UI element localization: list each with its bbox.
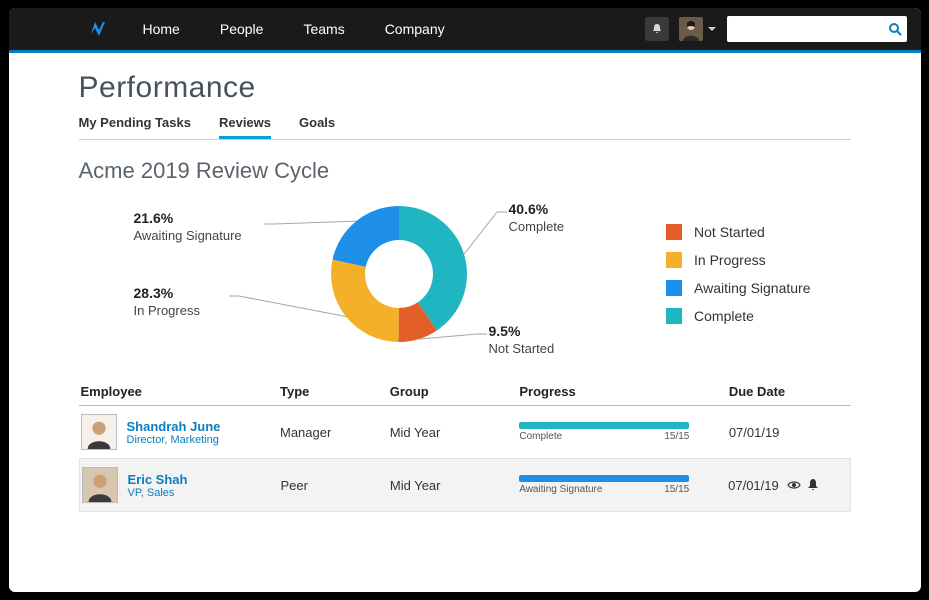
col-due: Due Date — [729, 384, 849, 399]
app-logo-icon[interactable] — [89, 20, 107, 38]
table-row[interactable]: Eric ShahVP, Sales PeerMid YearAwaiting S… — [79, 458, 851, 512]
cell-group: Mid Year — [390, 478, 519, 493]
cell-due: 07/01/19 — [729, 425, 849, 440]
user-avatar-icon — [679, 17, 703, 41]
employee-photo — [81, 414, 117, 450]
cell-type: Manager — [280, 425, 390, 440]
user-menu[interactable] — [679, 17, 717, 41]
nav-teams[interactable]: Teams — [283, 21, 364, 37]
donut-chart — [324, 199, 474, 349]
callout-complete: 40.6%Complete — [509, 200, 565, 236]
legend-in-progress: In Progress — [666, 252, 810, 268]
employee-title: VP, Sales — [128, 487, 188, 499]
cell-type: Peer — [280, 478, 389, 493]
nav-people[interactable]: People — [200, 21, 284, 37]
legend-awaiting-signature: Awaiting Signature — [666, 280, 810, 296]
col-employee: Employee — [81, 384, 280, 399]
eye-icon[interactable] — [787, 478, 801, 492]
col-group: Group — [390, 384, 520, 399]
employee-name[interactable]: Eric Shah — [128, 472, 188, 487]
search-input[interactable] — [727, 16, 907, 42]
table-row[interactable]: Shandrah JuneDirector, Marketing ManagerM… — [79, 406, 851, 458]
section-title: Acme 2019 Review Cycle — [79, 158, 851, 184]
cell-group: Mid Year — [390, 425, 520, 440]
bell-icon[interactable] — [807, 478, 819, 492]
progress-bar: Awaiting Signature15/15 — [519, 475, 689, 495]
reviews-table: Employee Type Group Progress Due Date Sh… — [79, 378, 851, 512]
nav-company[interactable]: Company — [365, 21, 465, 37]
top-nav: HomePeopleTeamsCompany — [9, 8, 921, 50]
tab-reviews[interactable]: Reviews — [219, 111, 271, 139]
notifications-icon[interactable] — [645, 17, 669, 41]
employee-name[interactable]: Shandrah June — [127, 419, 221, 434]
page-title: Performance — [79, 71, 851, 105]
legend-complete: Complete — [666, 308, 810, 324]
callout-not-started: 9.5%Not Started — [489, 322, 555, 358]
review-chart: 40.6%Complete 9.5%Not Started 28.3%In Prog… — [79, 194, 851, 364]
nav-home[interactable]: Home — [123, 21, 200, 37]
search-icon[interactable] — [888, 22, 902, 36]
col-progress: Progress — [519, 384, 728, 399]
employee-title: Director, Marketing — [127, 434, 221, 446]
callout-in-progress: 28.3%In Progress — [134, 284, 200, 320]
col-type: Type — [280, 384, 390, 399]
legend-not-started: Not Started — [666, 224, 810, 240]
search-field[interactable] — [733, 22, 888, 36]
progress-bar: Complete15/15 — [519, 422, 689, 442]
tab-my-pending-tasks[interactable]: My Pending Tasks — [79, 111, 191, 139]
sub-tabs: My Pending Tasks Reviews Goals — [79, 111, 851, 140]
employee-photo — [82, 467, 118, 503]
chart-legend: Not Started In Progress Awaiting Signature… — [666, 224, 810, 324]
callout-awaiting-signature: 21.6%Awaiting Signature — [134, 209, 242, 245]
cell-due: 07/01/19 — [728, 478, 847, 493]
tab-goals[interactable]: Goals — [299, 111, 335, 139]
chevron-down-icon — [707, 24, 717, 34]
table-header: Employee Type Group Progress Due Date — [79, 378, 851, 406]
